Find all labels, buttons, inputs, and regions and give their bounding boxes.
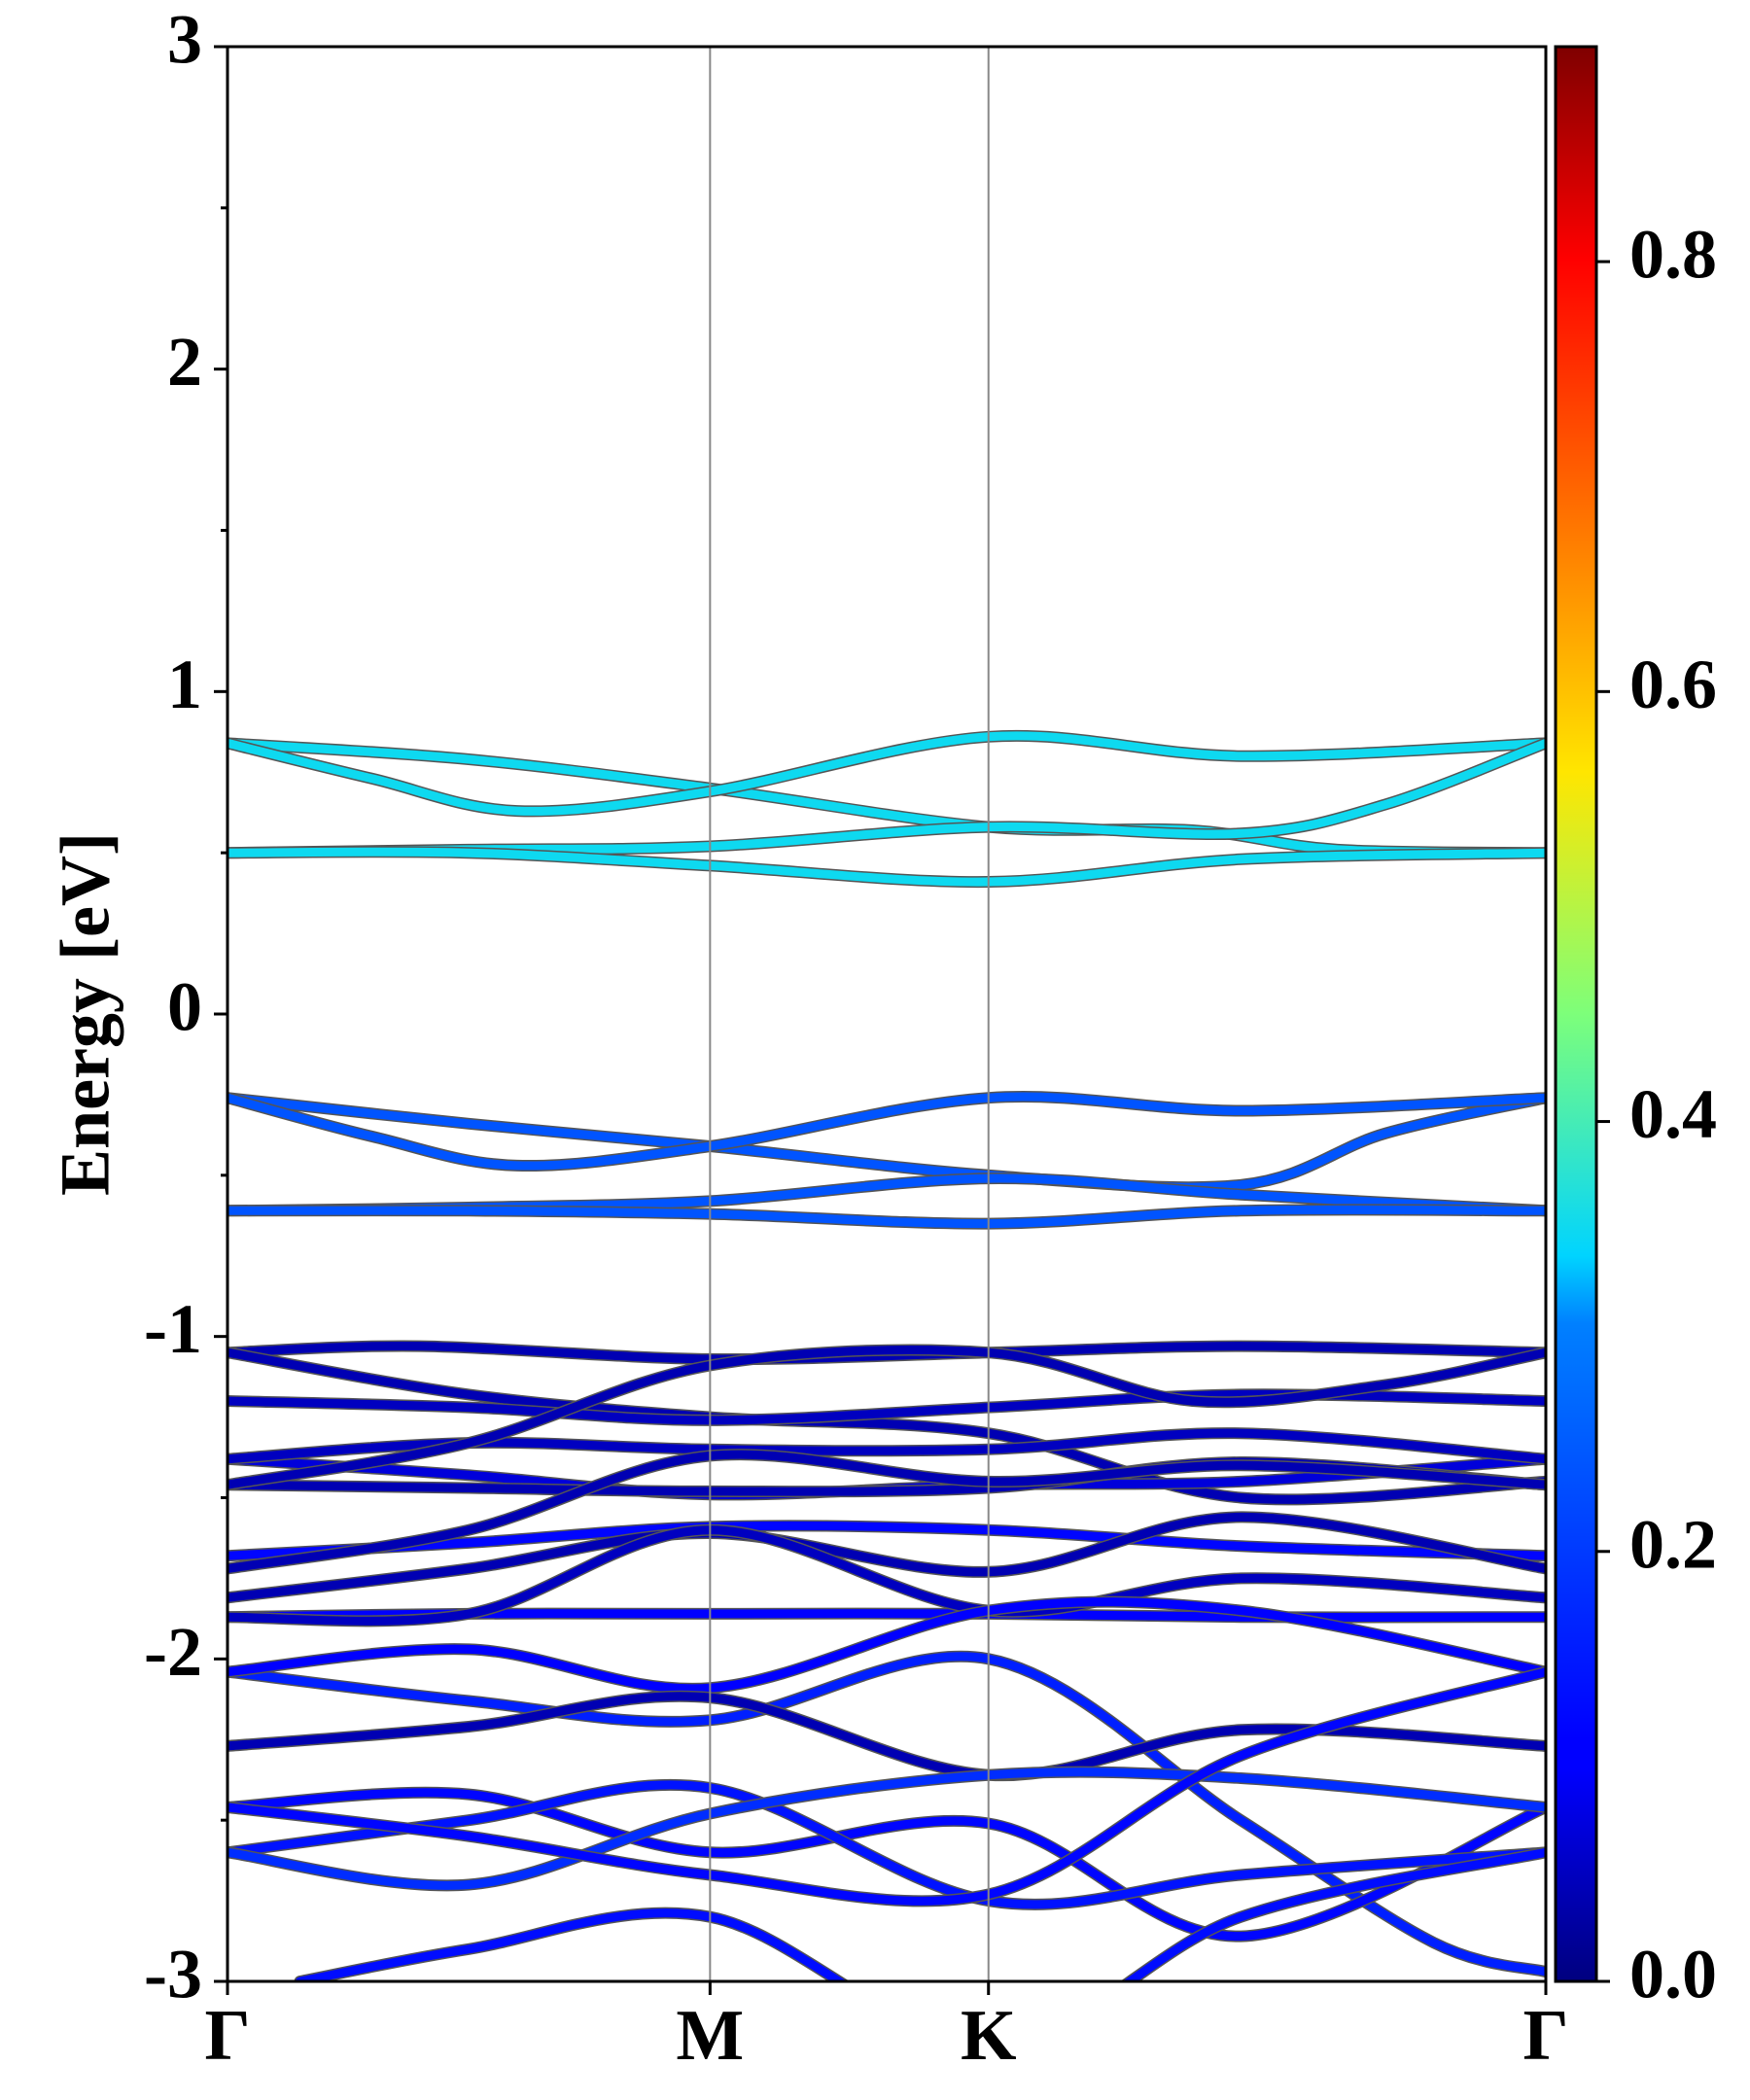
- band-22: [228, 1692, 1546, 1780]
- y-tick-label: -2: [144, 1613, 202, 1691]
- band-15: [228, 1521, 1546, 1560]
- band-1-outline: [228, 729, 1546, 818]
- band-20: [228, 1652, 1546, 1977]
- x-tick-label: Γ: [204, 1996, 250, 2076]
- band-27: [296, 1847, 1546, 1981]
- band-19: [228, 1525, 1546, 1626]
- x-tick-label: M: [676, 1996, 744, 2076]
- colorbar-tick-label: 0.6: [1629, 646, 1717, 723]
- band-16: [228, 1450, 1546, 1573]
- y-tick-label: -1: [144, 1290, 202, 1368]
- band-20-outline: [228, 1650, 1546, 1978]
- band-24: [228, 1780, 1546, 1909]
- y-tick-label: 3: [167, 1, 202, 79]
- y-axis-label: Energy [eV]: [47, 832, 124, 1196]
- y-tick-label: 0: [167, 968, 202, 1046]
- y-tick-label: -3: [144, 1936, 202, 2013]
- colorbar: [1554, 45, 1598, 1983]
- band-26: [228, 1667, 1546, 1906]
- band-4: [228, 1093, 1546, 1192]
- band-22-outline: [228, 1690, 1546, 1782]
- x-tick-label: Γ: [1522, 1996, 1568, 2076]
- band-1: [228, 731, 1546, 816]
- high-symmetry-lines: [709, 47, 990, 1981]
- band-5: [228, 1092, 1546, 1171]
- colorbar-tick-label: 0.8: [1629, 216, 1717, 294]
- band-17: [228, 1512, 1546, 1602]
- x-tick-label: K: [961, 1996, 1017, 2076]
- band-23: [228, 1788, 1546, 1942]
- colorbar-tick-label: 0.4: [1629, 1075, 1717, 1153]
- y-axis-ticks: -3 -2 -1 0 1 2 3: [144, 1, 228, 2013]
- y-tick-label: 1: [167, 646, 202, 723]
- band-7: [228, 1205, 1546, 1229]
- band-3: [228, 847, 1546, 887]
- band-10: [228, 1389, 1546, 1425]
- band-21: [228, 1597, 1546, 1694]
- band-14: [228, 1345, 1546, 1489]
- colorbar-ticks: 0.0 0.2 0.4 0.6 0.8: [1596, 216, 1717, 2013]
- band-9: [228, 1348, 1546, 1504]
- colorbar-tick-label: 0.2: [1629, 1505, 1717, 1583]
- band-25: [228, 1768, 1546, 1890]
- band-8: [228, 1341, 1546, 1364]
- colorbar-tick-label: 0.0: [1629, 1936, 1717, 2013]
- y-tick-label: 2: [167, 323, 202, 401]
- band-lines: [228, 729, 1546, 1981]
